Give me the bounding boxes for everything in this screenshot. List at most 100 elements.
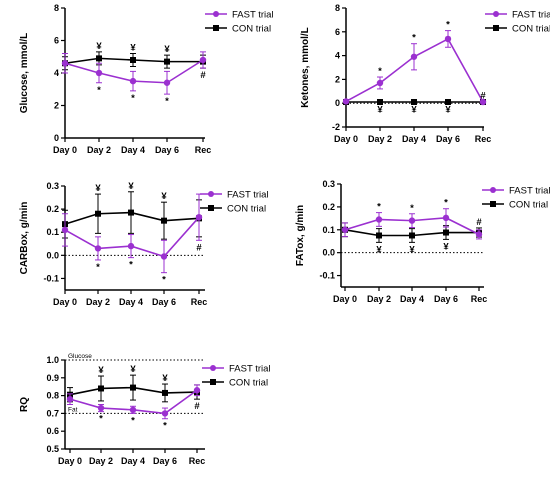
legend-label-con: CON trial <box>509 200 548 211</box>
data-point <box>128 209 134 216</box>
y-tick-label: 0.2 <box>46 204 59 214</box>
reference-label: Fat <box>68 406 78 413</box>
data-point <box>341 226 349 233</box>
legend-marker-con <box>210 379 216 385</box>
legend-marker-con <box>208 205 214 211</box>
significance-marker: ¥ <box>445 105 451 116</box>
data-point <box>442 214 450 222</box>
chart-rq: Glucose Fat 0.5 0.6 0.7 0.8 0.9 1.0 Day 0 Day 2 Da… <box>19 353 271 466</box>
significance-marker: ¥ <box>164 44 170 55</box>
y-tick-label: 0.5 <box>46 444 59 454</box>
x-tick-label: Day 4 <box>400 294 424 304</box>
y-tick-label: 8 <box>335 3 340 13</box>
chart-ketones: -2 0 2 4 6 8 Day 0 Day 2 Day 4 Day 6 Rec Ketones, m… <box>300 3 550 144</box>
significance-marker: * <box>378 66 382 77</box>
significance-marker: ¥ <box>161 191 167 202</box>
y-tick-label: 0.8 <box>46 391 59 401</box>
y-tick-label: 0 <box>54 133 59 143</box>
significance-marker: # <box>194 401 200 412</box>
y-tick-label: 0.3 <box>46 181 59 191</box>
y-tick-label: 0.6 <box>46 426 59 436</box>
data-point <box>98 385 104 392</box>
series-fast <box>341 208 483 240</box>
y-tick-label: 0.1 <box>322 225 335 235</box>
significance-marker: ¥ <box>409 244 415 255</box>
data-point <box>479 98 487 106</box>
data-point <box>161 410 169 417</box>
x-tick-label: Day 4 <box>121 145 145 155</box>
x-tick-label: Day 6 <box>155 145 179 155</box>
significance-marker: # <box>476 217 482 228</box>
data-point <box>443 229 449 236</box>
x-tick-label: Day 6 <box>436 134 460 144</box>
y-tick-label: 0 <box>335 98 340 108</box>
data-point <box>411 99 417 106</box>
data-point <box>94 245 102 252</box>
y-tick-label: -0.1 <box>319 271 335 281</box>
x-tick-label: Day 6 <box>152 297 176 307</box>
data-point <box>342 98 350 105</box>
significance-marker: * <box>162 275 166 286</box>
legend-label-fast: FAST trial <box>512 10 550 21</box>
significance-marker: * <box>131 93 135 104</box>
y-tick-label: -0.1 <box>43 273 59 283</box>
y-tick-label: 0.0 <box>322 248 335 258</box>
data-point <box>409 232 415 239</box>
significance-marker: ¥ <box>377 105 383 116</box>
legend-label-fast: FAST trial <box>509 186 550 197</box>
significance-marker: * <box>410 203 414 214</box>
legend-label-fast: FAST trial <box>232 10 274 21</box>
legend-label-con: CON trial <box>232 24 271 35</box>
y-tick-label: 2 <box>335 74 340 84</box>
data-point <box>161 217 167 224</box>
series-fast <box>66 384 201 420</box>
data-point <box>164 58 170 65</box>
data-point <box>376 232 382 239</box>
series-con <box>62 51 206 71</box>
data-point <box>130 384 136 391</box>
y-axis-label: Ketones, mmol/L <box>300 27 311 108</box>
significance-marker: ¥ <box>411 105 417 116</box>
y-tick-label: 6 <box>335 27 340 37</box>
y-tick-label: 0.9 <box>46 373 59 383</box>
x-tick-label: Rec <box>471 294 488 304</box>
y-tick-label: 0.1 <box>46 227 59 237</box>
significance-marker: ¥ <box>128 181 134 192</box>
significance-marker: ¥ <box>98 365 104 376</box>
significance-marker: * <box>131 415 135 426</box>
significance-marker: * <box>99 414 103 425</box>
significance-marker: ¥ <box>95 183 101 194</box>
data-point <box>199 56 207 64</box>
y-axis-label: RQ <box>19 397 30 412</box>
significance-marker: # <box>196 242 202 253</box>
legend: FAST trial CON trial <box>202 364 271 389</box>
y-tick-label: 0.0 <box>46 250 59 260</box>
chart-carbox: -0.1 0.0 0.1 0.2 0.3 Day 0 Day 2 Day 4 Day 6 Rec C… <box>19 181 269 307</box>
x-tick-label: Day 0 <box>53 145 77 155</box>
legend-label-fast: FAST trial <box>227 190 269 201</box>
data-point <box>408 217 416 224</box>
significance-marker: * <box>165 96 169 107</box>
data-point <box>195 214 203 221</box>
x-tick-label: Day 6 <box>153 456 177 466</box>
data-point <box>97 404 105 412</box>
significance-marker: * <box>129 260 133 271</box>
data-point <box>163 79 171 86</box>
significance-marker: # <box>480 90 486 101</box>
data-point <box>127 242 135 250</box>
chart-glucose: 0 2 4 6 8 Day 0 Day 2 Day 4 Day 6 Rec Glucose, mmo… <box>19 3 274 155</box>
data-point <box>445 99 451 106</box>
x-tick-label: Day 2 <box>86 297 110 307</box>
significance-marker: # <box>200 70 206 81</box>
series-con <box>67 374 200 403</box>
legend-marker-fast <box>210 365 216 371</box>
data-point <box>95 69 103 77</box>
legend-marker-fast <box>490 187 496 193</box>
significance-marker: ¥ <box>130 364 136 375</box>
x-tick-label: Day 0 <box>333 294 357 304</box>
data-point <box>375 216 383 223</box>
significance-marker: * <box>412 33 416 44</box>
data-point <box>377 99 383 106</box>
series-line <box>64 216 200 258</box>
